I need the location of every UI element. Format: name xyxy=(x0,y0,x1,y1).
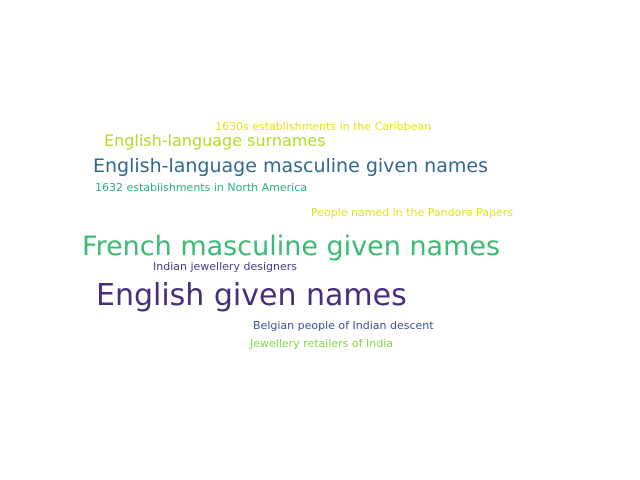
word: 1632 establishments in North America xyxy=(95,181,307,194)
word: Indian jewellery designers xyxy=(153,260,297,273)
word: 1630s establishments in the Caribbean xyxy=(215,120,432,133)
word: English given names xyxy=(96,278,407,313)
word: Belgian people of Indian descent xyxy=(253,319,434,332)
word: Jewellery retailers of India xyxy=(250,337,394,350)
word: French masculine given names xyxy=(82,231,501,262)
word: People named in the Pandora Papers xyxy=(311,206,513,219)
word: English-language masculine given names xyxy=(93,155,488,177)
word: English-language surnames xyxy=(104,131,326,150)
